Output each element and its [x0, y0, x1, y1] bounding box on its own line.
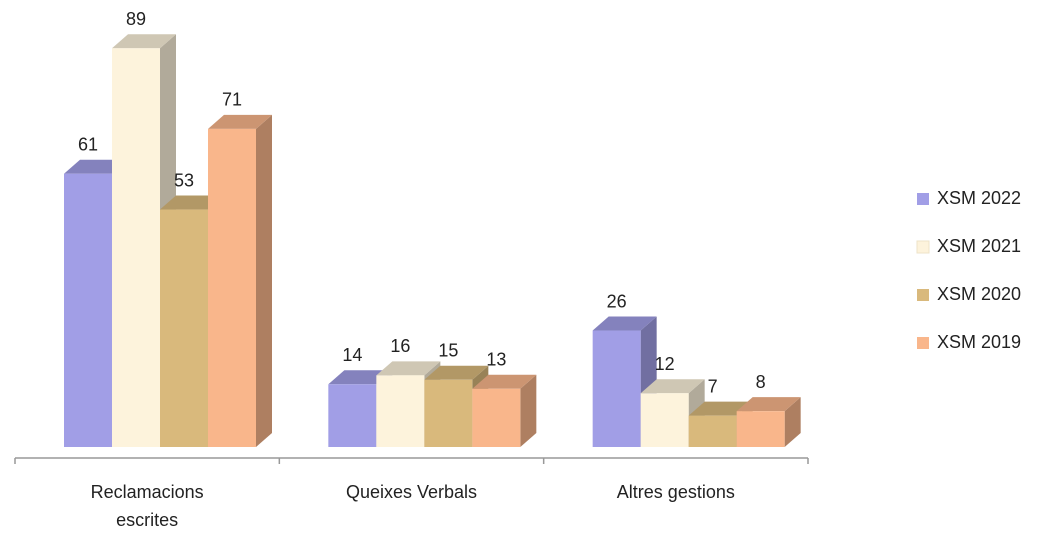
bar-top	[376, 361, 441, 376]
bar	[472, 388, 521, 447]
bar	[64, 173, 112, 447]
bar	[736, 411, 785, 447]
data-label: 15	[438, 341, 458, 361]
data-label: 12	[655, 354, 675, 374]
legend-label: XSM 2021	[937, 236, 1021, 256]
data-label: 8	[756, 372, 766, 392]
bar	[424, 379, 473, 447]
bar-top	[640, 379, 705, 394]
bar	[328, 384, 377, 447]
bar-top	[208, 114, 272, 129]
legend-label: XSM 2020	[937, 284, 1021, 304]
x-tick-label: Reclamacions escrites	[90, 482, 204, 530]
bar	[208, 128, 256, 448]
bar-top	[592, 316, 657, 331]
data-label: 53	[174, 170, 194, 190]
data-label: 89	[126, 9, 146, 29]
data-label: 14	[342, 345, 362, 365]
x-tick-label: Queixes Verbals	[345, 482, 478, 502]
bar	[160, 209, 208, 447]
data-label: 61	[78, 134, 98, 154]
bar-top	[736, 397, 801, 412]
bar-top	[424, 365, 489, 380]
legend-swatch	[917, 337, 929, 349]
bar-side	[256, 114, 272, 448]
bar	[376, 375, 425, 447]
bar	[688, 415, 737, 447]
data-label: 16	[390, 336, 410, 356]
bar	[592, 330, 641, 447]
bar	[640, 393, 689, 447]
data-label: 71	[222, 90, 242, 110]
bar-side	[520, 374, 537, 447]
data-label: 7	[708, 376, 718, 396]
legend-swatch	[917, 289, 929, 301]
legend-label: XSM 2022	[937, 188, 1021, 208]
legend-swatch	[917, 193, 929, 205]
legend-label: XSM 2019	[937, 332, 1021, 352]
bar	[112, 48, 160, 447]
data-label: 26	[607, 291, 627, 311]
bar-top	[112, 34, 176, 49]
bar-top	[472, 374, 537, 389]
legend-swatch	[916, 240, 930, 254]
bar-side	[784, 397, 801, 447]
data-label: 13	[486, 350, 506, 370]
x-tick-label: Altres gestions	[616, 482, 735, 502]
